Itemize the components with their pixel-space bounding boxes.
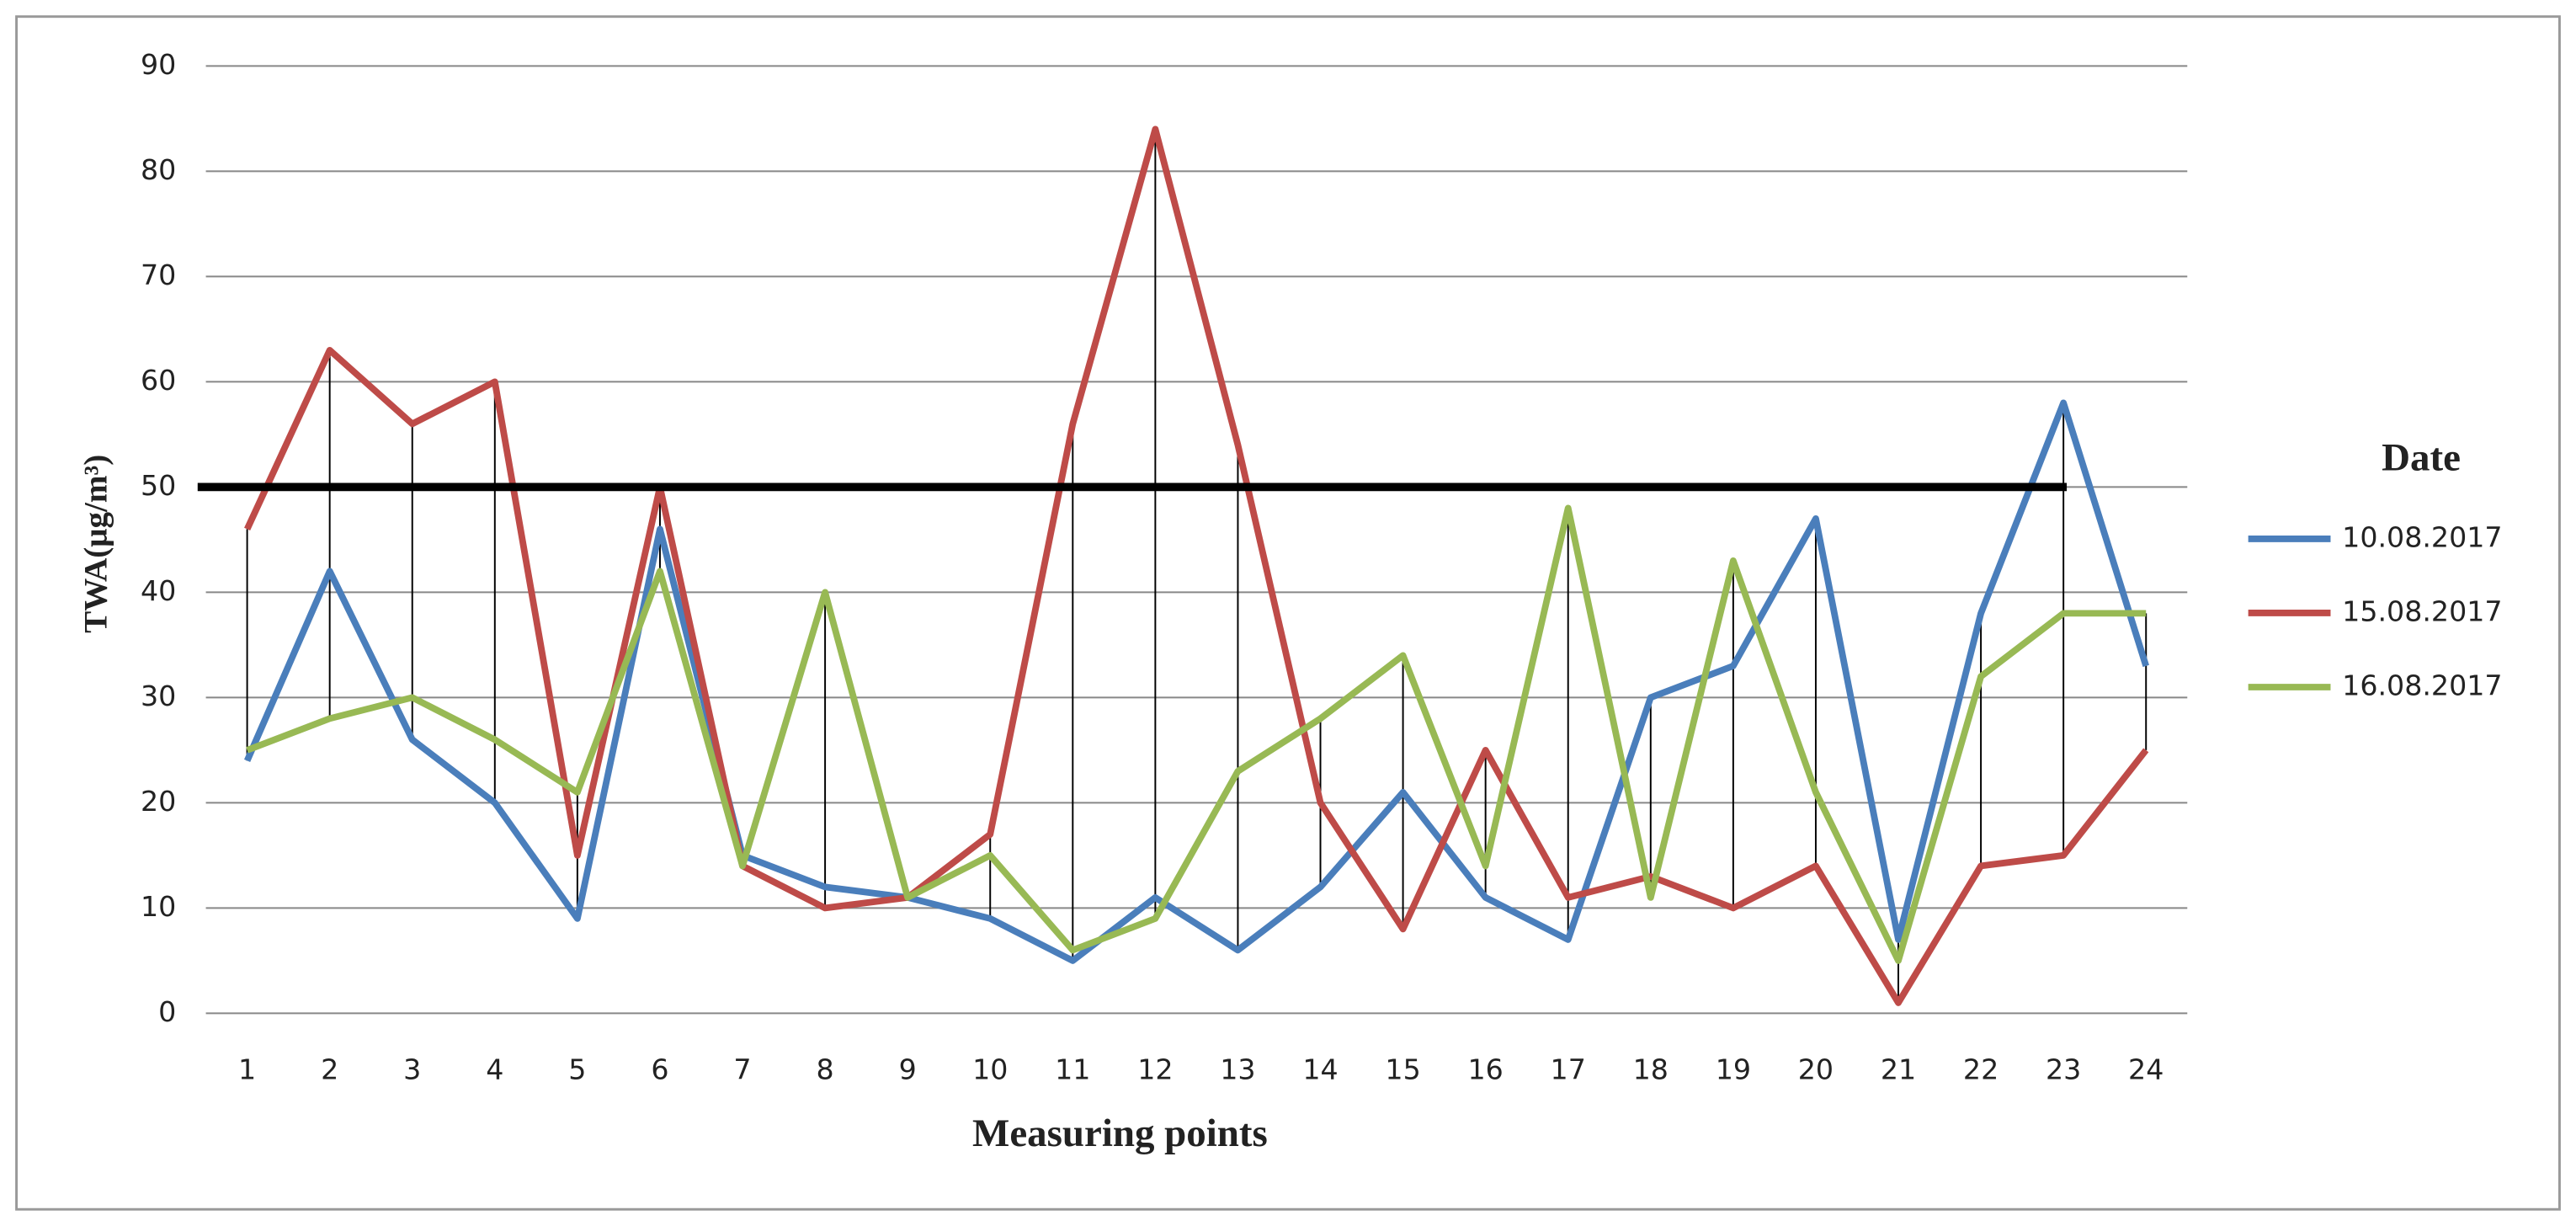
x-tick-label: 19 <box>1716 1053 1751 1085</box>
x-tick-label: 4 <box>486 1053 503 1085</box>
chart-border <box>15 15 2561 1211</box>
x-tick-label: 8 <box>817 1053 834 1085</box>
x-axis-title: Measuring points <box>972 1111 1268 1155</box>
legend-label: 10.08.2017 <box>2342 520 2502 553</box>
x-tick-label: 2 <box>321 1053 338 1085</box>
series-line <box>244 399 2149 964</box>
series-line <box>244 125 2149 1006</box>
x-tick-label: 1 <box>238 1053 256 1085</box>
x-tick-label: 5 <box>568 1053 586 1085</box>
x-tick-label: 16 <box>1468 1053 1504 1085</box>
y-tick-label: 40 <box>141 574 176 607</box>
legend-label: 16.08.2017 <box>2342 669 2502 701</box>
legend-label: 15.08.2017 <box>2342 594 2502 627</box>
y-tick-label: 30 <box>141 680 176 712</box>
x-tick-label: 9 <box>899 1053 917 1085</box>
y-tick-label: 60 <box>141 364 176 397</box>
y-tick-label: 20 <box>141 785 176 818</box>
y-axis-title: TWA(μg/m³) <box>77 455 114 633</box>
x-tick-label: 17 <box>1551 1053 1586 1085</box>
x-tick-label: 15 <box>1385 1053 1420 1085</box>
y-tick-label: 70 <box>141 259 176 291</box>
y-tick-label: 50 <box>141 469 176 502</box>
y-tick-label: 90 <box>141 48 176 81</box>
x-tick-label: 20 <box>1798 1053 1834 1085</box>
x-tick-label: 13 <box>1220 1053 1255 1085</box>
x-tick-label: 12 <box>1137 1053 1173 1085</box>
y-tick-label: 80 <box>141 153 176 186</box>
x-tick-label: 7 <box>733 1053 751 1085</box>
y-tick-label: 10 <box>141 890 176 923</box>
x-tick-label: 24 <box>2128 1053 2164 1085</box>
x-tick-label: 3 <box>403 1053 421 1085</box>
x-tick-label: 23 <box>2046 1053 2081 1085</box>
y-tick-label: 0 <box>158 995 176 1028</box>
x-tick-label: 14 <box>1302 1053 1338 1085</box>
x-tick-label: 6 <box>651 1053 668 1085</box>
x-tick-label: 11 <box>1055 1053 1090 1085</box>
series-line <box>246 504 2147 964</box>
x-tick-label: 22 <box>1963 1053 1999 1085</box>
x-tick-label: 10 <box>972 1053 1008 1085</box>
x-tick-label: 21 <box>1881 1053 1916 1085</box>
legend-title: Date <box>2382 436 2461 480</box>
x-tick-label: 18 <box>1633 1053 1669 1085</box>
